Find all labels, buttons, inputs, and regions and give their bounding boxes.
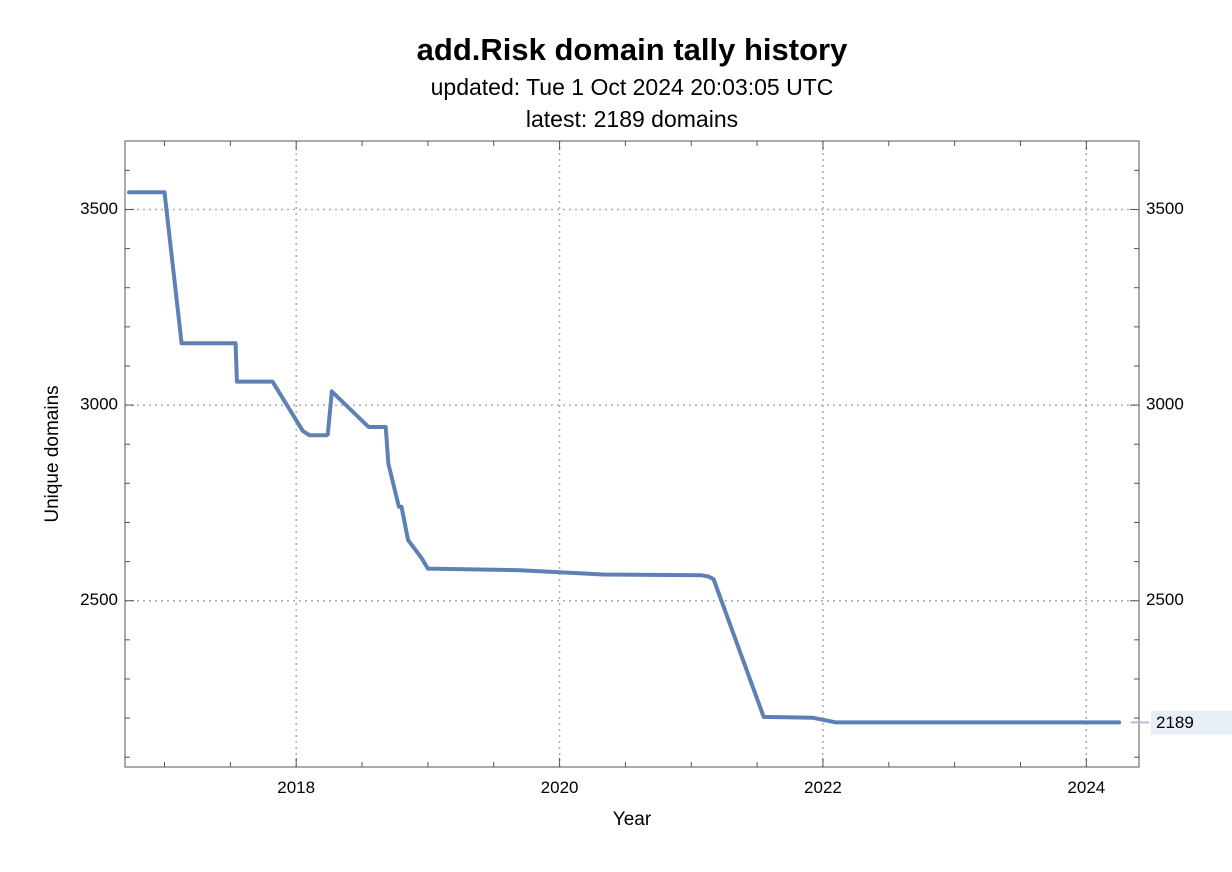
- x-tick-label: 2024: [1067, 778, 1105, 797]
- y-tick-label: 2500: [80, 590, 118, 609]
- y-tick-label-right: 2500: [1146, 590, 1184, 609]
- chart-subtitle-updated: updated: Tue 1 Oct 2024 20:03:05 UTC: [430, 74, 834, 100]
- series-line: [127, 190, 1122, 725]
- chart-title: add.Risk domain tally history: [416, 32, 848, 67]
- tick-labels: 2018 2020 2022 2024 2500 2500 3000 3000 3500 3500: [80, 199, 1184, 797]
- x-axis-label: Year: [613, 809, 652, 830]
- x-tick-label: 2020: [541, 778, 579, 797]
- y-tick-label-right: 3500: [1146, 199, 1184, 218]
- x-tick-label: 2018: [277, 778, 315, 797]
- plot-frame: [124, 140, 1140, 768]
- grid-lines: [125, 141, 1139, 767]
- y-tick-label-right: 3000: [1146, 395, 1184, 414]
- end-label-background: [1151, 710, 1232, 735]
- y-tick-label: 3500: [80, 199, 118, 218]
- y-tick-label: 3000: [80, 395, 118, 414]
- x-tick-label: 2022: [804, 778, 842, 797]
- y-axis-label: Unique domains: [42, 385, 63, 522]
- axis-ticks: [125, 141, 1139, 767]
- end-value-label: 2189: [1156, 713, 1194, 732]
- chart-subtitle-latest: latest: 2189 domains: [525, 106, 739, 132]
